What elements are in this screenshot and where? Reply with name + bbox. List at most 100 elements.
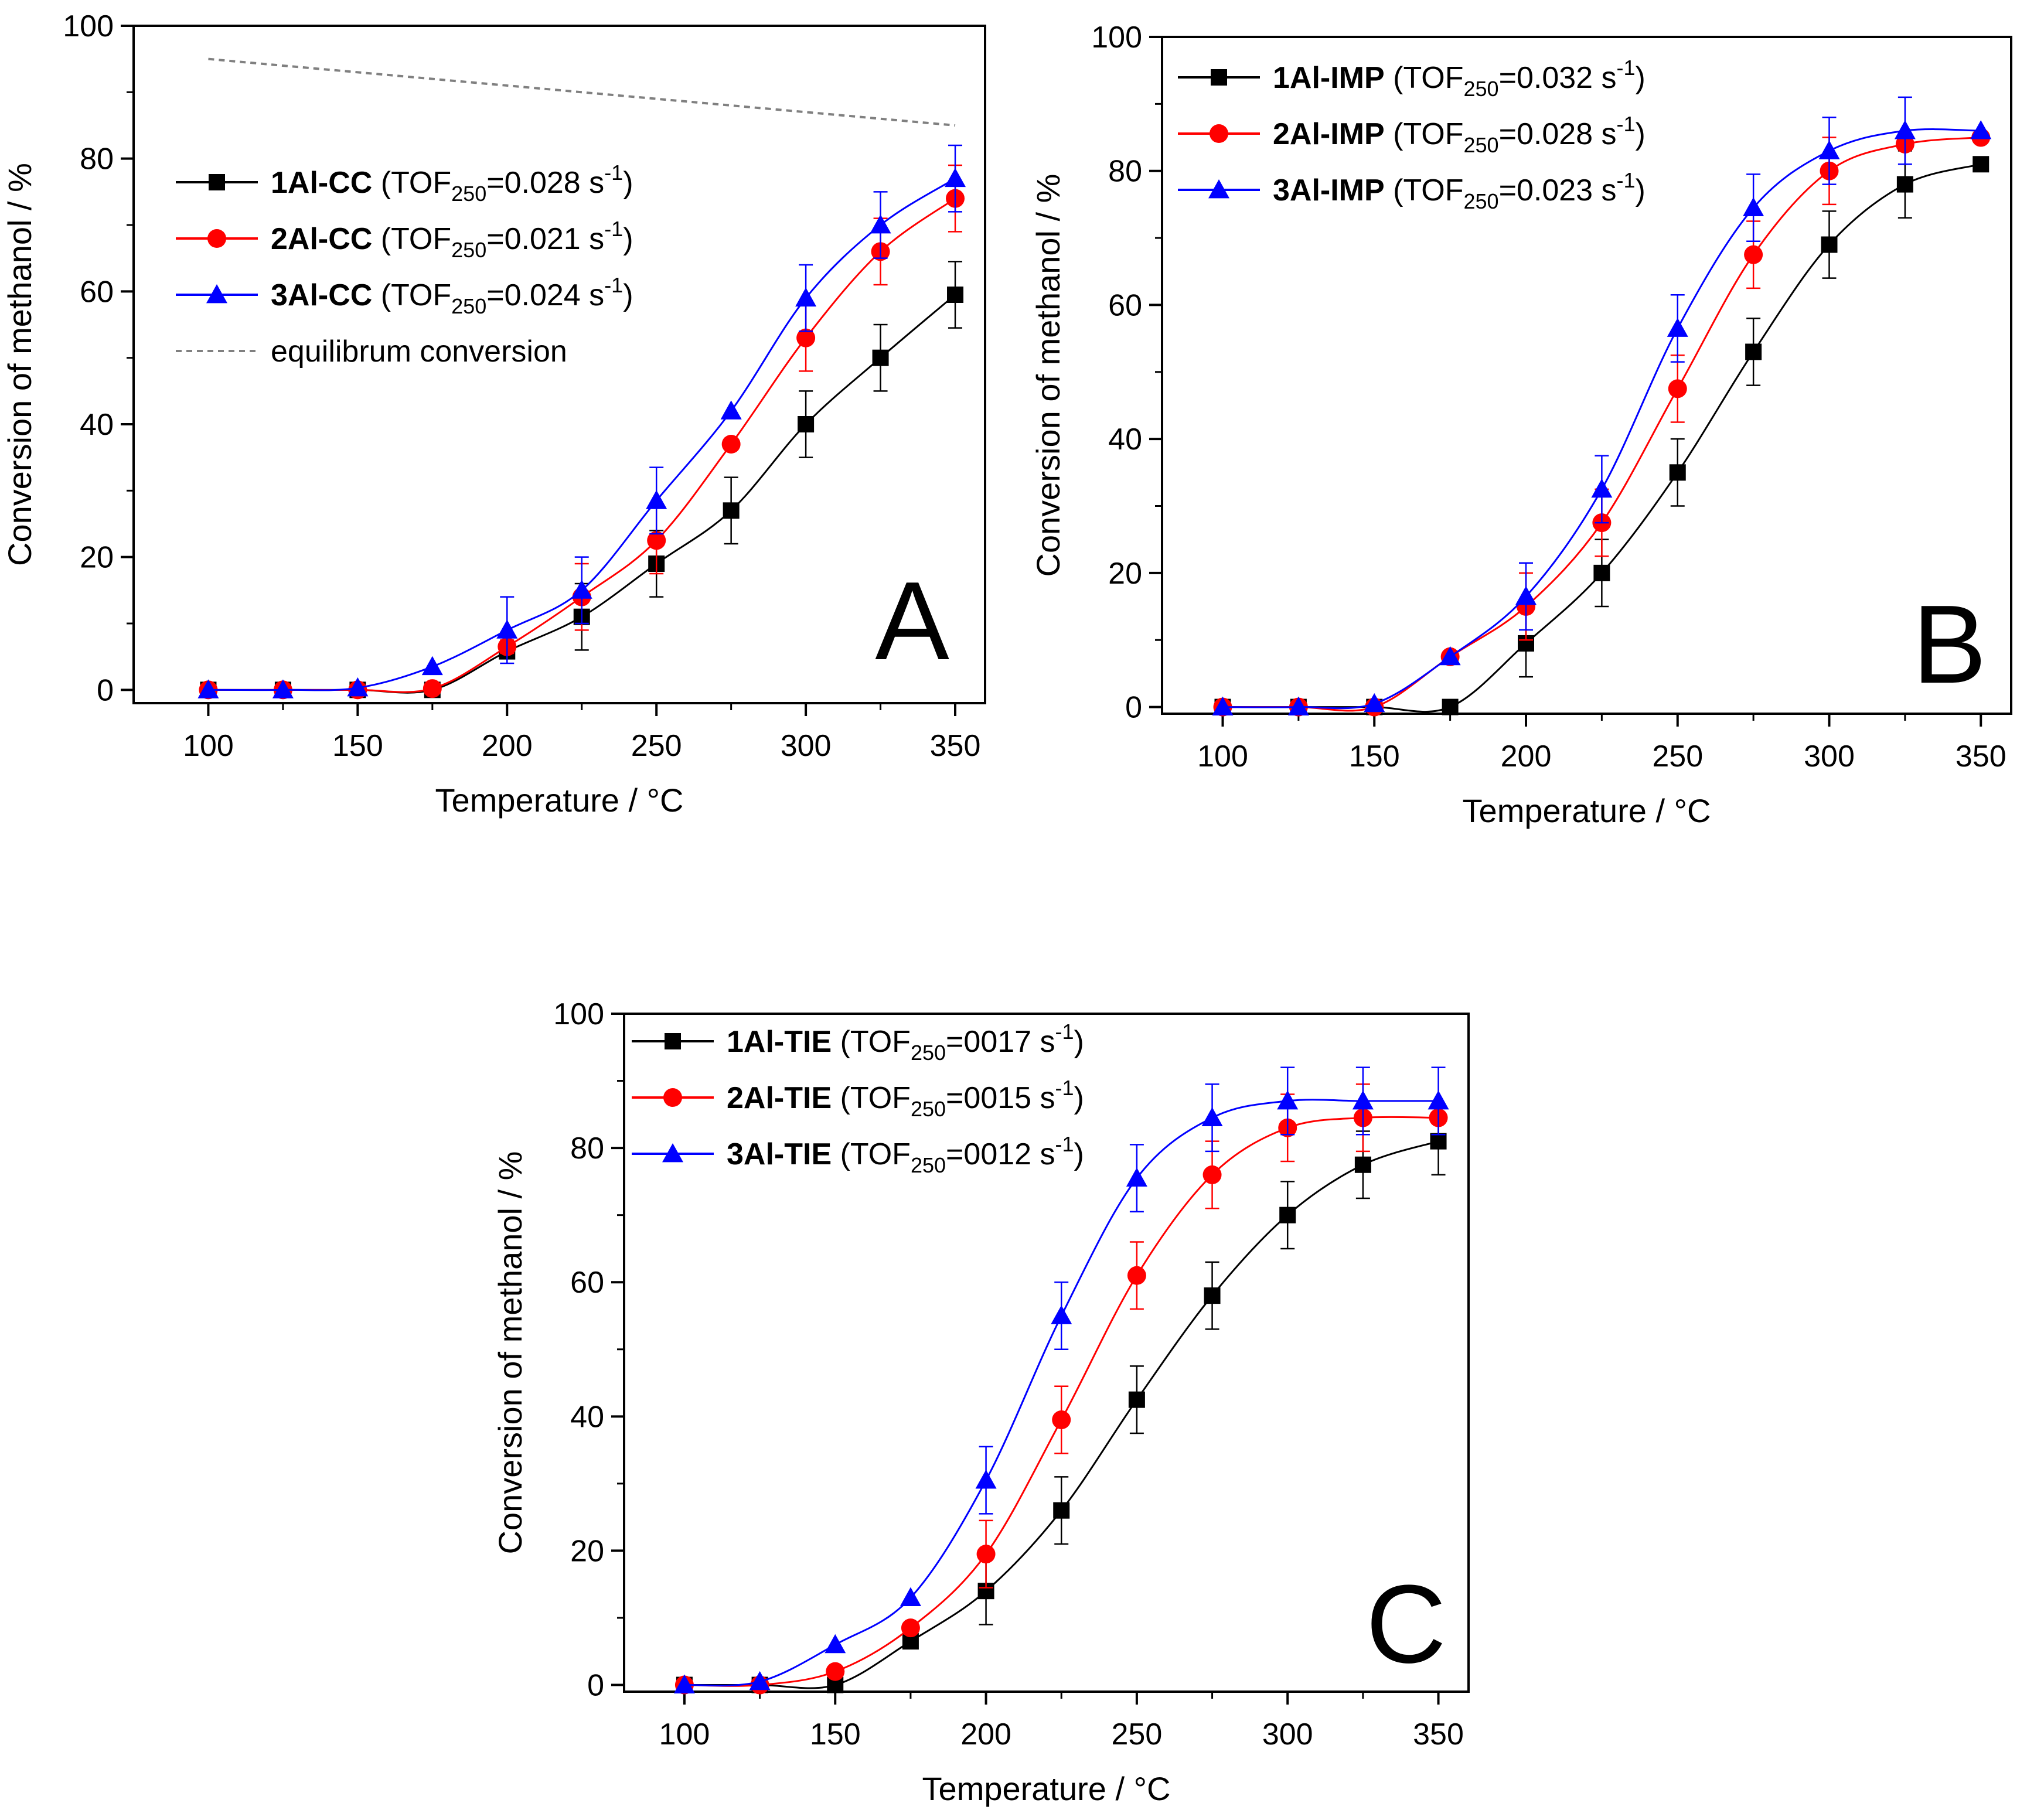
chart-panel-b: 100 150 200 250 300 350 0 20 40 60 80 100 Temperatur… bbox=[1030, 21, 2012, 829]
data-point bbox=[1051, 1305, 1072, 1324]
x-tick-label: 200 bbox=[1501, 739, 1552, 773]
data-point bbox=[825, 1634, 846, 1654]
x-tick-label: 150 bbox=[1349, 739, 1400, 773]
y-tick-label: 0 bbox=[587, 1669, 604, 1703]
x-tick-label: 350 bbox=[1413, 1717, 1464, 1751]
legend-label: 1Al-TIE (TOF250=0017 s-1) bbox=[727, 1020, 1084, 1065]
chart-panel-a: 100 150 200 250 300 350 0 20 40 60 80 100 Temperatur… bbox=[1, 9, 986, 819]
data-point bbox=[1668, 379, 1687, 398]
data-point bbox=[1439, 646, 1461, 666]
y-tick-label: 20 bbox=[1108, 557, 1142, 591]
x-axis-title: Temperature / °C bbox=[922, 1770, 1171, 1807]
legend-marker bbox=[1211, 69, 1227, 86]
legend-label: 3Al-TIE (TOF250=0012 s-1) bbox=[727, 1132, 1084, 1177]
data-point bbox=[1126, 1167, 1147, 1187]
data-point bbox=[1430, 1133, 1447, 1150]
data-point bbox=[723, 502, 740, 519]
data-point bbox=[1515, 585, 1537, 605]
data-point bbox=[423, 679, 442, 698]
data-point bbox=[870, 214, 891, 234]
data-point bbox=[1287, 696, 1309, 715]
x-tick-label: 300 bbox=[1804, 739, 1855, 773]
data-point bbox=[1970, 120, 1992, 139]
data-point bbox=[647, 531, 666, 550]
legend-marker bbox=[665, 1033, 681, 1049]
y-tick-label: 80 bbox=[80, 142, 114, 176]
data-point bbox=[1277, 1090, 1299, 1110]
series-2al-cc: 2Al-CC (TOF250=0.021 s-1) bbox=[176, 164, 965, 700]
series-3al-cc: 3Al-CC (TOF250=0.024 s-1) bbox=[176, 144, 966, 698]
y-tick-label: 0 bbox=[1125, 691, 1142, 725]
series-3al-tie: 3Al-TIE (TOF250=0012 s-1) bbox=[632, 1066, 1449, 1693]
data-point bbox=[798, 416, 815, 432]
legend-marker bbox=[209, 174, 225, 190]
y-tick-label: 20 bbox=[80, 541, 114, 575]
data-point bbox=[720, 400, 742, 420]
data-point bbox=[1128, 1391, 1145, 1408]
x-tick-label: 250 bbox=[1112, 1717, 1163, 1751]
data-point bbox=[945, 168, 966, 188]
data-point bbox=[1442, 698, 1459, 715]
y-tick-label: 0 bbox=[97, 673, 114, 707]
legend-marker bbox=[662, 1143, 683, 1163]
legend-label: 2Al-IMP (TOF250=0.028 s-1) bbox=[1273, 112, 1646, 157]
data-point bbox=[673, 1674, 695, 1693]
x-tick-label: 350 bbox=[930, 729, 981, 763]
data-point bbox=[1667, 318, 1688, 337]
series-line bbox=[208, 178, 956, 691]
x-tick-label: 150 bbox=[810, 1717, 861, 1751]
data-point bbox=[1354, 1156, 1371, 1173]
legend-label: 2Al-CC (TOF250=0.021 s-1) bbox=[271, 217, 633, 262]
data-point bbox=[1821, 236, 1838, 253]
x-tick-label: 200 bbox=[960, 1717, 1011, 1751]
x-axis-title: Temperature / °C bbox=[435, 782, 684, 819]
data-point bbox=[1896, 176, 1913, 193]
plot-frame bbox=[132, 25, 986, 704]
x-tick-label: 250 bbox=[1652, 739, 1703, 773]
x-tick-label: 100 bbox=[183, 729, 234, 763]
data-point bbox=[1743, 197, 1764, 217]
legend-label: 3Al-CC (TOF250=0.024 s-1) bbox=[271, 273, 633, 318]
data-point bbox=[975, 1470, 997, 1489]
data-point bbox=[496, 619, 518, 639]
data-point bbox=[1052, 1410, 1071, 1430]
data-point bbox=[1352, 1090, 1374, 1110]
y-tick-label: 80 bbox=[1108, 155, 1142, 189]
series-3al-imp: 3Al-IMP (TOF250=0.023 s-1) bbox=[1178, 96, 1992, 715]
data-point bbox=[900, 1587, 921, 1607]
x-tick-label: 300 bbox=[1262, 1717, 1313, 1751]
data-point bbox=[901, 1618, 920, 1638]
legend-label: equilibrum conversion bbox=[271, 335, 567, 369]
panel-letter: B bbox=[1912, 582, 1987, 707]
plot-frame bbox=[623, 1013, 1470, 1693]
data-point bbox=[1593, 564, 1610, 581]
panel-letter: A bbox=[875, 559, 949, 683]
legend-marker bbox=[1208, 179, 1229, 199]
data-point bbox=[1201, 1107, 1223, 1126]
x-tick-label: 200 bbox=[482, 729, 533, 763]
y-tick-label: 20 bbox=[570, 1534, 604, 1568]
series-line bbox=[684, 1140, 1439, 1689]
data-point bbox=[1053, 1502, 1070, 1519]
data-point bbox=[795, 287, 817, 307]
data-point bbox=[1894, 120, 1916, 139]
x-tick-label: 150 bbox=[332, 729, 383, 763]
data-point bbox=[796, 328, 816, 347]
data-point bbox=[646, 490, 667, 509]
x-tick-label: 350 bbox=[1956, 739, 2006, 773]
series-line bbox=[1222, 128, 1981, 710]
x-tick-label: 300 bbox=[781, 729, 832, 763]
y-tick-label: 60 bbox=[80, 275, 114, 309]
legend-marker bbox=[207, 229, 226, 248]
legend-label: 2Al-TIE (TOF250=0015 s-1) bbox=[727, 1076, 1084, 1121]
y-tick-label: 40 bbox=[80, 408, 114, 442]
data-point bbox=[976, 1545, 996, 1564]
data-point bbox=[826, 1662, 845, 1681]
x-axis-title: Temperature / °C bbox=[1463, 792, 1711, 829]
series-1al-imp: 1Al-IMP (TOF250=0.032 s-1) bbox=[1178, 56, 1989, 715]
y-tick-label: 60 bbox=[570, 1266, 604, 1300]
y-tick-label: 100 bbox=[1091, 21, 1142, 54]
legend-marker bbox=[1210, 124, 1228, 143]
legend-marker bbox=[206, 284, 227, 304]
